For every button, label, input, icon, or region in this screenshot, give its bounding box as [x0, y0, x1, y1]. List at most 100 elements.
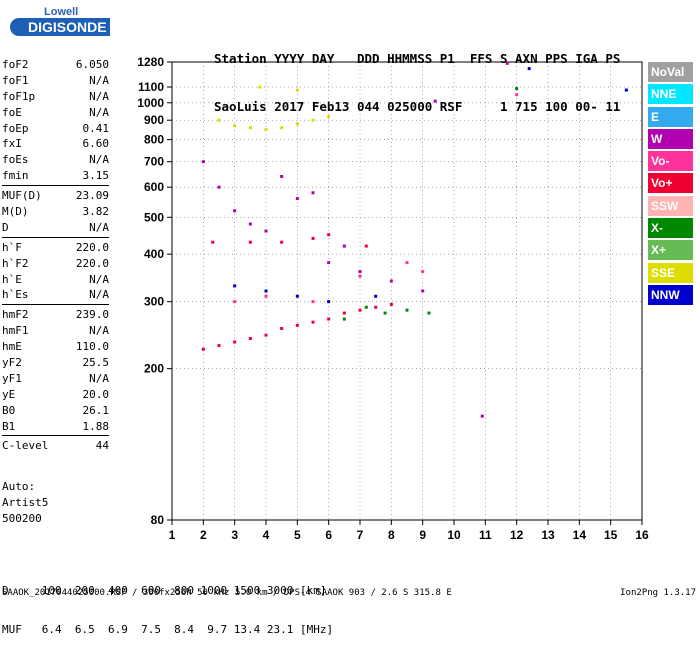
param-value: 0.41 — [82, 121, 110, 135]
x-tick-label: 5 — [294, 528, 301, 542]
x-tick-label: 12 — [510, 528, 524, 542]
param-separator — [2, 236, 109, 238]
param-value: 44 — [95, 439, 109, 453]
param-name: foEp — [2, 121, 29, 135]
param-name: yF2 — [2, 356, 22, 370]
param-value: 6.050 — [75, 58, 109, 71]
param-row: MUF(D) 23.09 — [2, 188, 109, 204]
param-value: N/A — [89, 73, 109, 87]
param-row: foEp 0.41 — [2, 121, 109, 137]
param-row: h`F2 220.0 — [2, 256, 109, 272]
echo-point — [248, 126, 252, 130]
y-tick-label: 900 — [144, 113, 164, 127]
scaled-parameters-panel: foF2 6.050 foF1 N/A foF1p N/A foE N/A foEp 0.41 fx… — [2, 57, 109, 454]
file-info-footer: SAAOK_2017044025000.RSF / 300fx256h 50 k… — [2, 588, 452, 598]
param-value: 110.0 — [75, 340, 109, 354]
logo-lowell: Lowell — [44, 6, 79, 18]
param-value: 23.09 — [75, 189, 109, 203]
param-row: h`Es N/A — [2, 287, 109, 303]
legend-item: NoVal — [648, 62, 693, 82]
echo-point — [327, 317, 331, 321]
echo-point — [264, 128, 268, 132]
echo-point — [527, 67, 531, 71]
echo-point — [280, 327, 284, 331]
y-tick-label: 200 — [144, 362, 164, 376]
y-tick-label: 1000 — [137, 96, 164, 110]
digisonde-logo: Lowell DIGISONDE — [4, 6, 110, 42]
param-value: N/A — [89, 371, 109, 385]
x-tick-label: 13 — [541, 528, 555, 542]
distance-row: D 100 200 400 600 800 1000 1500 3000 [km… — [2, 584, 327, 597]
autoscaling-info: Auto: Artist5 500200 — [2, 479, 48, 527]
x-tick-label: 11 — [479, 528, 492, 542]
param-value: N/A — [89, 288, 109, 302]
echo-point — [364, 244, 368, 248]
param-row: h`E N/A — [2, 272, 109, 288]
param-row: fxI 6.60 — [2, 136, 109, 152]
param-row: hmE 110.0 — [2, 339, 109, 355]
param-value: N/A — [89, 153, 109, 167]
param-value: N/A — [89, 220, 109, 234]
param-value: 3.82 — [82, 205, 110, 219]
auto-code: 500200 — [2, 512, 42, 525]
echo-point — [374, 305, 378, 309]
param-name: B1 — [2, 419, 16, 433]
echo-point — [624, 88, 628, 92]
y-tick-label: 700 — [144, 155, 164, 169]
param-row: B0 26.1 — [2, 403, 109, 419]
y-tick-label: 80 — [151, 513, 165, 527]
echo-point — [515, 93, 519, 97]
param-value: 20.0 — [82, 387, 110, 401]
param-value: 1.88 — [82, 419, 110, 433]
x-tick-label: 14 — [573, 528, 587, 542]
echo-point — [364, 305, 368, 309]
echo-point — [248, 240, 252, 244]
echo-point — [280, 126, 284, 130]
echo-point — [295, 88, 299, 92]
legend-item: NNW — [648, 284, 693, 305]
param-name: foF1p — [2, 89, 36, 103]
echo-point — [233, 300, 237, 304]
param-name: foF2 — [2, 58, 29, 71]
param-name: M(D) — [2, 205, 29, 219]
param-row: yE 20.0 — [2, 387, 109, 403]
param-name: fxI — [2, 137, 22, 151]
legend-item: SSE — [648, 262, 693, 283]
echo-point — [383, 311, 387, 315]
param-name: yF1 — [2, 371, 22, 385]
echo-point — [258, 85, 262, 89]
echo-point — [295, 323, 299, 327]
echo-point — [264, 289, 268, 293]
param-row: foF1p N/A — [2, 89, 109, 105]
y-tick-label: 300 — [144, 295, 164, 309]
param-name: foEs — [2, 153, 29, 167]
param-value: 220.0 — [75, 256, 109, 270]
legend-item: NNE — [648, 84, 693, 105]
echo-point — [389, 279, 393, 283]
param-row: D N/A — [2, 220, 109, 236]
param-name: h`F — [2, 240, 22, 254]
echo-point — [342, 311, 346, 315]
echo-point — [389, 302, 393, 306]
param-name: foE — [2, 105, 22, 119]
y-tick-label: 1100 — [138, 80, 164, 94]
y-tick-label: 800 — [144, 133, 164, 147]
echo-point — [480, 414, 484, 418]
x-tick-label: 9 — [419, 528, 426, 542]
auto-label: Auto: — [2, 480, 36, 493]
echo-point — [295, 294, 299, 298]
echo-point — [311, 191, 315, 195]
param-value: 239.0 — [75, 308, 109, 322]
x-tick-label: 10 — [447, 528, 461, 542]
echo-point — [358, 270, 362, 274]
param-separator — [2, 435, 109, 437]
param-row: hmF2 239.0 — [2, 307, 109, 323]
legend-item: E — [648, 106, 693, 127]
echo-point — [248, 222, 252, 226]
echo-point — [327, 261, 331, 265]
distance-muf-table: D 100 200 400 600 800 1000 1500 3000 [km… — [2, 558, 333, 649]
echo-point — [217, 344, 221, 348]
param-name: fmin — [2, 169, 29, 183]
header-labels: Station YYYY DAY DDD HHMMSS P1 FFS S AXN… — [214, 51, 621, 66]
param-row: M(D) 3.82 — [2, 204, 109, 220]
